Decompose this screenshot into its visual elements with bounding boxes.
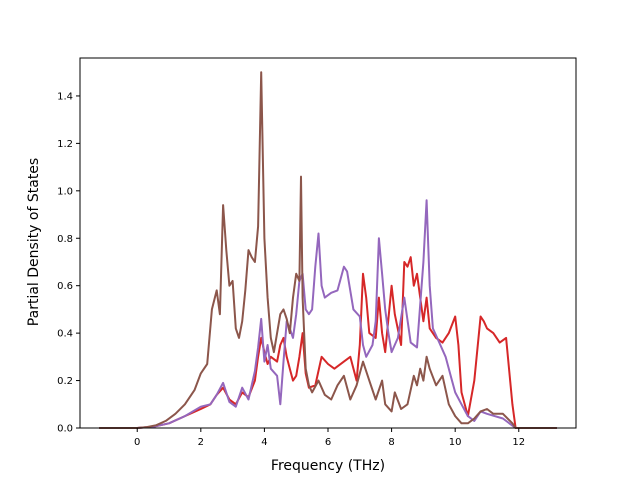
- x-axis-label: Frequency (THz): [271, 458, 385, 474]
- x-tick-label: 0: [134, 437, 140, 448]
- y-tick-label: 1.4: [57, 91, 73, 102]
- series-layer: [99, 71, 557, 429]
- y-tick-label: 0.2: [57, 376, 73, 387]
- x-tick-label: 2: [198, 437, 204, 448]
- y-tick-label: 0.6: [57, 281, 73, 292]
- y-tick-label: 1.0: [57, 186, 73, 197]
- series-line-2: [99, 199, 557, 429]
- y-axis-label: Partial Density of States: [26, 158, 42, 326]
- x-tick-label: 8: [388, 437, 394, 448]
- plot-background: [80, 58, 576, 428]
- series-line-3: [99, 71, 557, 429]
- y-tick-label: 0.0: [57, 424, 73, 435]
- axes-layer: 0 2 4 6 8 10 12 0.0 0.2 0.4 0.6 0.8 1.0 1.2 1.4: [57, 57, 577, 448]
- y-tick-label: 1.2: [57, 139, 73, 150]
- x-tick-label: 10: [449, 437, 462, 448]
- y-tick-label: 0.8: [57, 234, 73, 245]
- plot-area: [80, 58, 576, 428]
- x-tick-label: 4: [261, 437, 267, 448]
- x-tick-label: 6: [325, 437, 331, 448]
- y-tick-label: 0.4: [57, 329, 73, 340]
- x-tick-label: 12: [512, 437, 525, 448]
